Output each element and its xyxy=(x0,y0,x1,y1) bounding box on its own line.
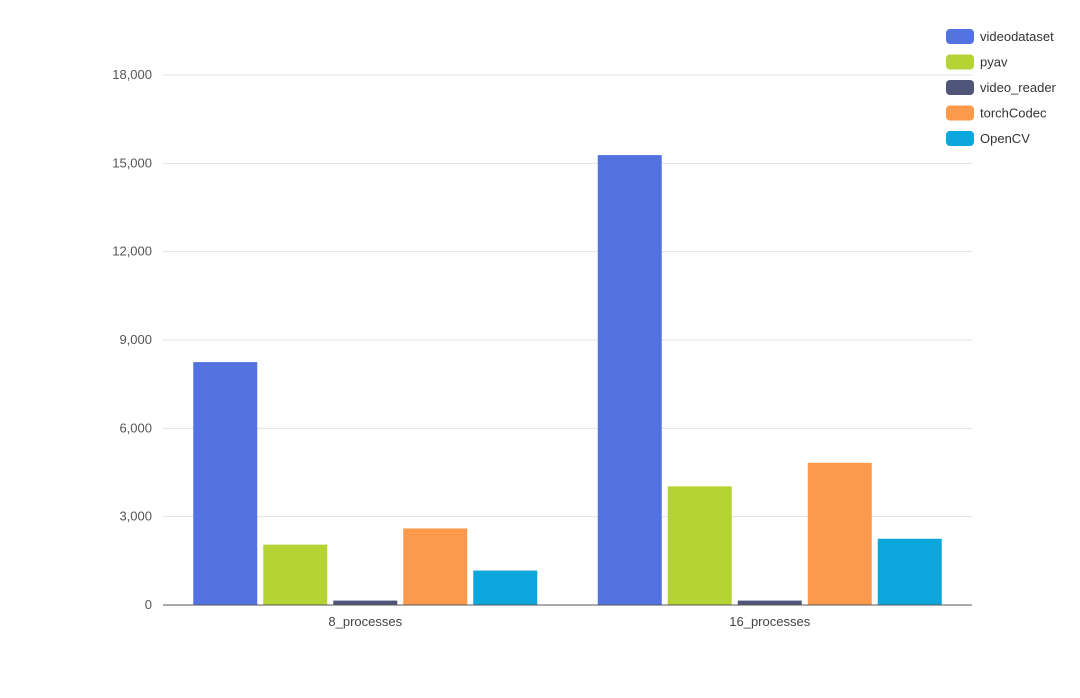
legend-swatch xyxy=(946,131,974,146)
legend-item-pyav[interactable]: pyav xyxy=(946,54,1008,70)
legend-label: video_reader xyxy=(980,80,1057,95)
y-tick-label: 0 xyxy=(145,597,152,612)
legend: videodataset pyav video_reader torchCodec Op… xyxy=(946,29,1057,146)
legend-item-videodataset[interactable]: videodataset xyxy=(946,29,1054,44)
legend-item-torchCodec[interactable]: torchCodec xyxy=(946,105,1047,121)
x-tick-label: 16_processes xyxy=(729,614,810,629)
bar-OpenCV-8_processes xyxy=(473,570,538,605)
legend-label: videodataset xyxy=(980,29,1054,44)
legend-swatch xyxy=(946,54,974,70)
y-tick-label: 15,000 xyxy=(112,155,152,170)
x-tick-label: 8_processes xyxy=(328,614,402,629)
bars xyxy=(193,155,942,606)
bar-videodataset-8_processes xyxy=(193,362,258,605)
y-tick-label: 9,000 xyxy=(119,332,152,347)
gridlines xyxy=(163,74,972,518)
legend-swatch xyxy=(946,29,974,44)
legend-swatch xyxy=(946,105,974,121)
bar-pyav-16_processes xyxy=(667,486,732,605)
legend-label: OpenCV xyxy=(980,131,1030,146)
bar-videodataset-16_processes xyxy=(597,155,662,606)
x-axis: 8_processes 16_processes xyxy=(163,604,972,629)
y-tick-label: 6,000 xyxy=(119,420,152,435)
bar-video_reader-8_processes xyxy=(333,600,398,605)
bar-OpenCV-16_processes xyxy=(877,538,942,605)
bar-torchCodec-8_processes xyxy=(403,528,468,605)
y-tick-label: 18,000 xyxy=(112,67,152,82)
y-tick-label: 12,000 xyxy=(112,244,152,259)
legend-label: torchCodec xyxy=(980,106,1047,121)
bar-video_reader-16_processes xyxy=(737,600,802,605)
legend-item-OpenCV[interactable]: OpenCV xyxy=(946,131,1030,146)
bar-pyav-8_processes xyxy=(263,544,328,605)
legend-swatch xyxy=(946,80,974,95)
legend-label: pyav xyxy=(980,55,1008,70)
y-tick-label: 3,000 xyxy=(119,509,152,524)
y-axis: 0 3,000 6,000 9,000 12,000 15,000 18,000 xyxy=(112,67,152,612)
legend-item-video_reader[interactable]: video_reader xyxy=(946,80,1057,95)
bar-torchCodec-16_processes xyxy=(807,462,872,605)
